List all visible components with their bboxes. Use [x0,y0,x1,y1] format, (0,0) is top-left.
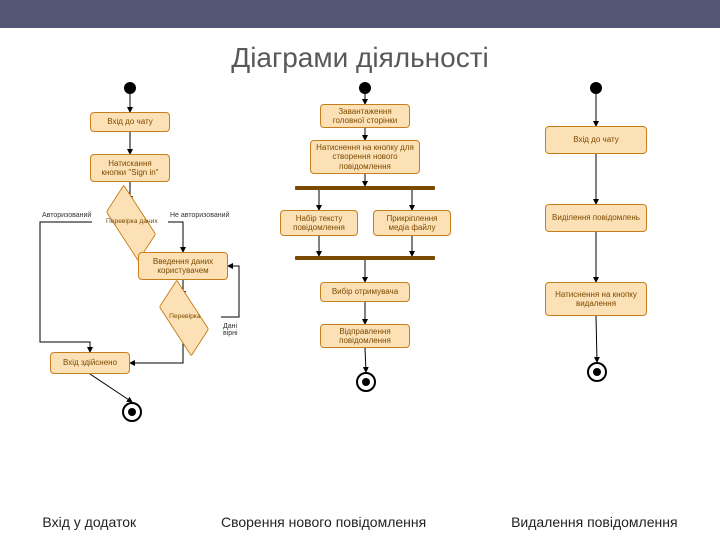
page-title: Діаграми діяльності [0,42,720,74]
decision-node: Перевірка даних [106,184,156,261]
edge-label: Не авторизований [170,212,229,219]
activity-node: Вхід до чату [90,112,170,132]
activity-node: Натиснення на кнопку видалення [545,282,647,316]
activity-node: Натиснення на кнопку для створення новог… [310,140,420,174]
activity-node: Вибір отримувача [320,282,410,302]
end-node [356,372,376,392]
activity-diagram-1: Завантаження головної сторінки Натиснення… [255,82,475,477]
edge-arrow [130,338,183,363]
end-node [122,402,142,422]
caption-2: Видалення повідомлення [511,514,678,530]
diagrams-container: Вхід до чатуНатискання кнопки "Sign in"П… [0,82,720,502]
edge-label: Авторизований [42,212,91,219]
activity-node: Виділення повідомлень [545,204,647,232]
edge-arrow [168,222,183,252]
edge-arrow [40,222,92,352]
decision-label: Перевірка [151,313,218,320]
edge-arrow [365,348,366,372]
sync-bar [295,186,435,190]
edge-label: Дані вірні [223,323,240,337]
end-node [587,362,607,382]
activity-node: Введення даних користувачем [138,252,228,280]
activity-node: Завантаження головної сторінки [320,104,410,128]
start-node [359,82,371,94]
edge-arrow [90,374,132,402]
sync-bar [295,256,435,260]
captions-row: Вхід у додаток Сворення нового повідомле… [0,514,720,530]
activity-diagram-2: Вхід до чату Виділення повідомлень Натисне… [490,82,700,477]
activity-node: Прикріплення медіа файлу [373,210,451,236]
activity-node: Вхід до чату [545,126,647,154]
start-node [590,82,602,94]
caption-1: Сворення нового повідомлення [221,514,426,530]
activity-node: Відправлення повідомлення [320,324,410,348]
activity-node: Набір тексту повідомлення [280,210,358,236]
start-node [124,82,136,94]
decision-label: Перевірка даних [98,218,165,225]
caption-0: Вхід у додаток [42,514,136,530]
top-bar [0,0,720,28]
decision-node: Перевірка [159,279,209,356]
activity-node: Натискання кнопки "Sign in" [90,154,170,182]
activity-node: Вхід здійснено [50,352,130,374]
edge-arrow [596,316,597,362]
activity-diagram-0: Вхід до чатуНатискання кнопки "Sign in"П… [20,82,240,477]
